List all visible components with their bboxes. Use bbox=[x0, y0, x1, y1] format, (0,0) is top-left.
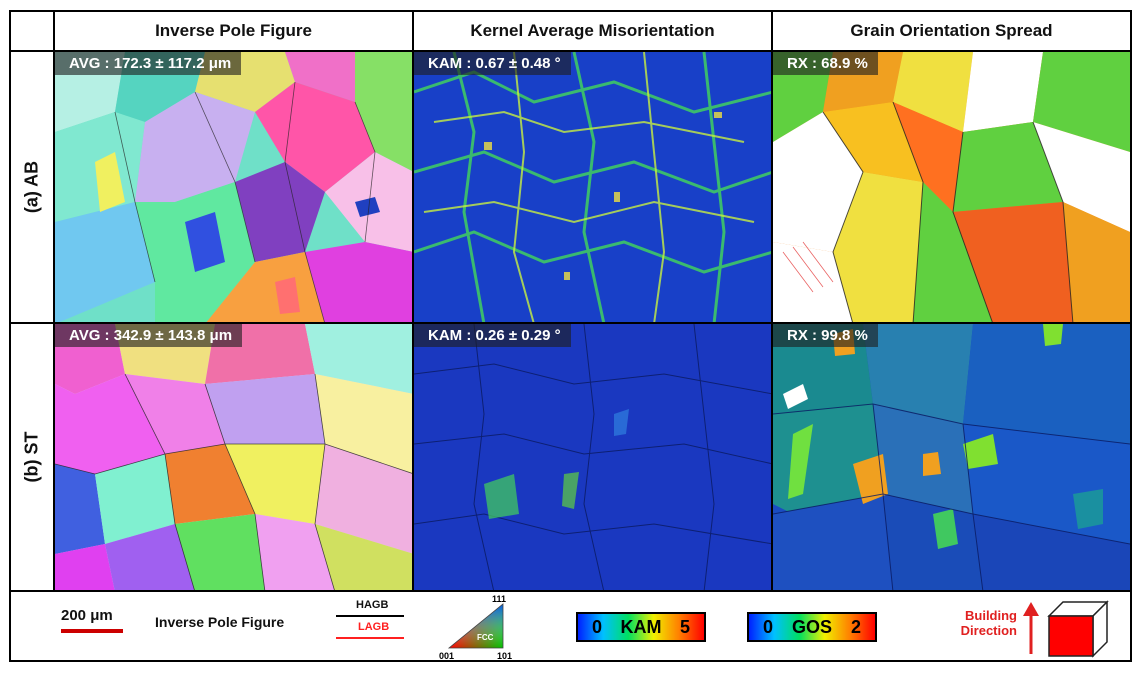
kam-map-ab-image bbox=[414, 52, 771, 322]
column-header-kam: Kernel Average Misorientation bbox=[414, 12, 773, 52]
ipf-map-ab: AVG : 172.3 ± 117.2 μm bbox=[55, 52, 414, 324]
kam-colorbar: 0 KAM 5 bbox=[576, 612, 706, 642]
column-header-ipf: Inverse Pole Figure bbox=[55, 12, 414, 52]
triangle-111-label: 111 bbox=[492, 594, 506, 604]
row-label-ab-cell: (a) AB bbox=[11, 52, 55, 324]
building-direction-arrow-icon bbox=[1023, 602, 1039, 654]
building-direction-line1: Building bbox=[965, 608, 1017, 623]
gos-map-st: RX : 99.8 % bbox=[773, 324, 1130, 592]
ipf-label-ab: AVG : 172.3 ± 117.2 μm bbox=[55, 52, 242, 75]
ipf-color-triangle: 111 001 101 FCC bbox=[439, 594, 512, 660]
kam-map-st: KAM : 0.26 ± 0.29 ° bbox=[414, 324, 773, 592]
kam-map-st-image bbox=[414, 324, 771, 590]
gos-label-ab: RX : 68.9 % bbox=[773, 52, 878, 75]
gos-map-ab-image bbox=[773, 52, 1130, 322]
scale-bar-label: 200 μm bbox=[61, 607, 113, 624]
building-direction-line2: Direction bbox=[960, 623, 1017, 638]
gos-colorbar-max: 2 bbox=[850, 616, 861, 637]
ipf-map-st-image bbox=[55, 324, 412, 590]
ipf-map-st: AVG : 342.9 ± 143.8 μm bbox=[55, 324, 414, 592]
gos-map-st-image bbox=[773, 324, 1130, 590]
kam-colorbar-min: 0 bbox=[592, 616, 603, 637]
ipf-map-ab-image bbox=[55, 52, 412, 322]
triangle-101-label: 101 bbox=[497, 651, 512, 660]
sample-cube-icon bbox=[1047, 600, 1109, 658]
row-label-st-cell: (b) ST bbox=[11, 324, 55, 592]
kam-map-ab: KAM : 0.67 ± 0.48 ° bbox=[414, 52, 773, 324]
kam-label-ab: KAM : 0.67 ± 0.48 ° bbox=[414, 52, 571, 75]
scale-bar bbox=[61, 629, 123, 633]
lagb-line bbox=[336, 637, 404, 639]
kam-label-st: KAM : 0.26 ± 0.29 ° bbox=[414, 324, 571, 347]
gos-map-ab: RX : 68.9 % bbox=[773, 52, 1130, 324]
ipf-legend-title: Inverse Pole Figure bbox=[155, 614, 285, 630]
gos-label-st: RX : 99.8 % bbox=[773, 324, 878, 347]
triangle-001-label: 001 bbox=[439, 651, 454, 660]
ipf-label-st: AVG : 342.9 ± 143.8 μm bbox=[55, 324, 243, 347]
figure-frame: Inverse Pole Figure Kernel Average Misor… bbox=[9, 10, 1132, 662]
column-header-gos: Grain Orientation Spread bbox=[773, 12, 1130, 52]
corner-cell bbox=[11, 12, 55, 52]
kam-colorbar-max: 5 bbox=[679, 616, 690, 637]
legend-row: 200 μm Inverse Pole Figure HAGB LAGB 111 bbox=[11, 592, 1130, 660]
gos-colorbar: 0 GOS 2 bbox=[747, 612, 877, 642]
gos-colorbar-name: GOS bbox=[791, 616, 832, 637]
row-label-ab: (a) AB bbox=[21, 160, 42, 214]
hagb-label: HAGB bbox=[356, 599, 389, 611]
kam-colorbar-name: KAM bbox=[620, 616, 662, 637]
triangle-fcc-label: FCC bbox=[477, 633, 494, 642]
row-label-st: (b) ST bbox=[21, 431, 42, 483]
lagb-label: LAGB bbox=[358, 621, 390, 633]
hagb-line bbox=[336, 615, 404, 617]
building-direction-label: Building Direction bbox=[955, 608, 1017, 638]
gos-colorbar-min: 0 bbox=[763, 616, 774, 637]
